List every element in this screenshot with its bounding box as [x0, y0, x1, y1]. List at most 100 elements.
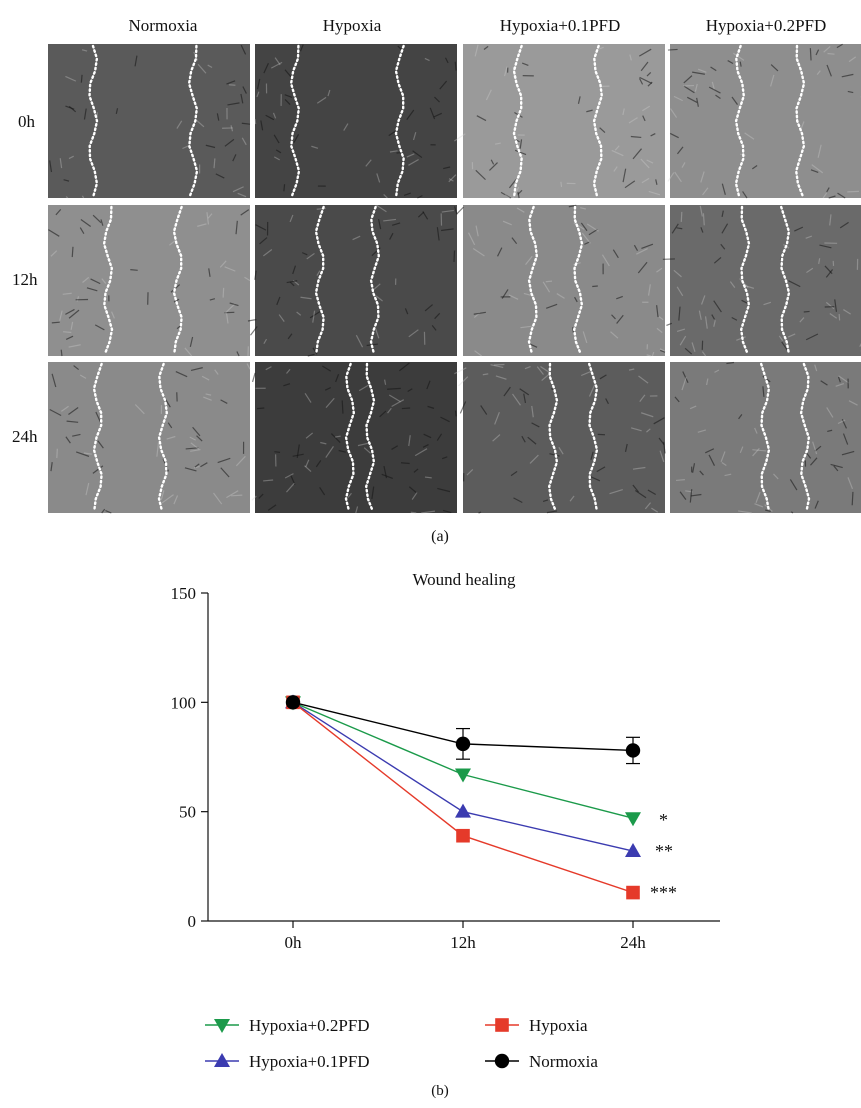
wound-edge-line	[780, 205, 791, 356]
cell-texture	[441, 456, 448, 460]
cell-texture	[417, 211, 425, 218]
cell-texture	[847, 90, 854, 94]
cell-texture	[489, 162, 498, 171]
cell-texture	[781, 341, 789, 352]
wound-edge-line	[88, 44, 99, 198]
cell-texture	[101, 508, 106, 514]
cell-texture	[284, 69, 292, 78]
cell-texture	[721, 462, 727, 466]
cell-texture	[676, 328, 686, 332]
cell-texture	[49, 408, 62, 417]
cell-texture	[825, 301, 835, 310]
data-point	[625, 843, 641, 858]
cell-texture	[263, 338, 268, 345]
cell-texture	[503, 386, 511, 397]
cell-texture	[632, 484, 640, 493]
cell-texture	[424, 57, 430, 62]
cell-texture	[580, 370, 593, 377]
cell-texture	[517, 191, 520, 199]
cell-texture	[586, 109, 593, 113]
y-tick-label: 150	[171, 584, 197, 603]
cell-texture	[731, 96, 738, 105]
cell-texture	[371, 247, 381, 257]
cell-texture	[51, 373, 57, 388]
cell-texture	[195, 119, 205, 128]
cell-texture	[702, 213, 705, 226]
cell-texture	[236, 351, 240, 357]
cell-texture	[838, 375, 850, 384]
cell-texture	[224, 266, 236, 272]
wound-edge-line	[794, 44, 806, 198]
wound-edge-line	[92, 362, 103, 513]
cell-texture	[700, 227, 704, 233]
column-label-hypoxia: Hypoxia	[322, 16, 382, 35]
cell-texture	[173, 495, 179, 505]
wound-edge-line	[102, 205, 114, 356]
cell-texture	[83, 108, 87, 120]
cell-texture	[307, 353, 315, 357]
cell-texture	[687, 96, 698, 103]
cell-texture	[206, 212, 210, 225]
cell-texture	[389, 232, 394, 240]
cell-texture	[161, 494, 174, 504]
cell-texture	[511, 237, 518, 245]
cell-texture	[581, 232, 591, 244]
cell-texture	[829, 214, 832, 226]
cell-texture	[837, 376, 841, 383]
cell-texture	[231, 494, 243, 497]
cell-texture	[68, 406, 79, 415]
cell-texture	[262, 249, 273, 257]
cell-texture	[531, 422, 540, 428]
cell-texture	[642, 105, 651, 112]
cell-texture	[739, 61, 742, 67]
cell-texture	[502, 220, 512, 226]
cell-texture	[92, 465, 104, 474]
cell-texture	[713, 300, 722, 313]
cell-texture	[794, 226, 804, 232]
cell-texture	[50, 462, 53, 472]
cell-texture	[512, 186, 520, 199]
cell-texture	[459, 401, 467, 414]
cell-texture	[810, 169, 819, 173]
cell-texture	[542, 281, 551, 293]
cell-texture	[700, 295, 706, 305]
cell-texture	[614, 145, 620, 151]
cell-texture	[721, 223, 729, 234]
cell-texture	[65, 436, 71, 444]
cell-texture	[267, 504, 277, 511]
cell-texture	[815, 49, 820, 56]
cell-texture	[769, 74, 775, 87]
micrograph-tile	[48, 44, 251, 199]
cell-texture	[630, 427, 642, 432]
cell-texture	[63, 331, 72, 334]
cell-texture	[224, 138, 235, 147]
cell-texture	[213, 158, 216, 169]
cell-texture	[378, 218, 382, 230]
cell-texture	[736, 336, 746, 341]
cell-texture	[827, 429, 833, 433]
cell-texture	[60, 349, 63, 357]
cell-texture	[70, 321, 74, 330]
cell-texture	[160, 490, 165, 500]
cell-texture	[646, 428, 651, 433]
cell-texture	[289, 214, 294, 223]
cell-texture	[316, 270, 321, 276]
wound-edge-line	[394, 44, 405, 198]
cell-texture	[655, 179, 658, 185]
data-point	[494, 1053, 510, 1069]
cell-texture	[679, 335, 687, 346]
cell-texture	[482, 373, 489, 376]
cell-texture	[448, 178, 454, 182]
cell-texture	[197, 63, 207, 74]
cell-texture	[556, 293, 565, 299]
cell-texture	[254, 118, 257, 125]
cell-texture	[65, 75, 77, 82]
cell-texture	[848, 56, 857, 63]
cell-texture	[355, 506, 359, 514]
cell-texture	[389, 150, 398, 153]
cell-texture	[684, 347, 693, 355]
cell-texture	[475, 225, 479, 237]
cell-texture	[828, 195, 836, 199]
cell-texture	[458, 376, 469, 387]
cell-texture	[241, 137, 247, 146]
